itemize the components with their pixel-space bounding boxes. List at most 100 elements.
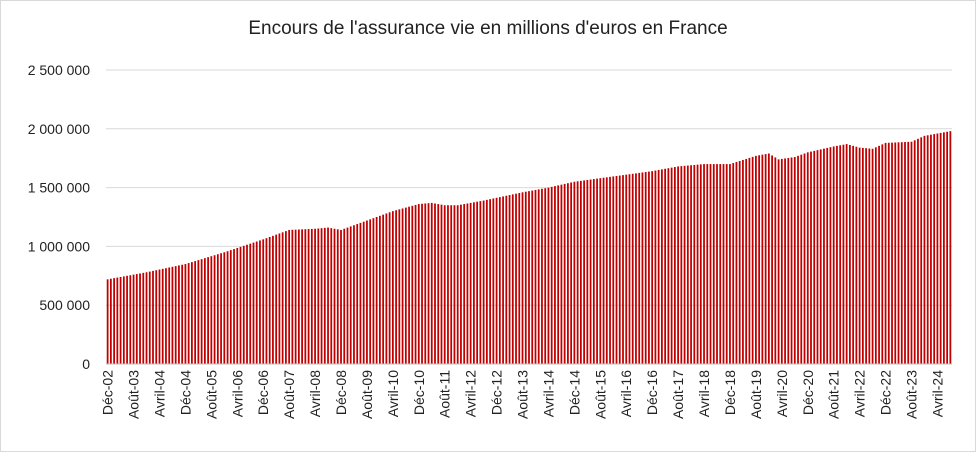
bar [288,229,291,364]
bar [314,228,316,364]
bar [294,229,297,364]
bar [223,252,226,364]
bar [712,164,715,364]
bar [366,220,368,364]
x-tick-label: Août-21 [826,370,842,419]
bar [839,145,842,364]
bar [722,164,725,364]
bar [152,270,154,364]
bar [353,225,355,364]
bar [155,270,158,364]
bar [884,142,887,364]
bar [661,169,663,364]
bar [861,147,864,364]
bar [586,179,589,364]
x-tick-label: Avril-20 [774,370,790,417]
bar [849,144,851,364]
bar [531,190,534,364]
bar [385,213,388,364]
bar [878,145,880,364]
bar [680,166,683,364]
bar [242,245,245,364]
bar [592,179,595,364]
bar [829,147,832,364]
bar [498,197,501,364]
bar [252,242,255,364]
bar [612,176,615,364]
bar [511,194,514,364]
bar [285,231,287,364]
bar [628,174,631,364]
bar [541,188,543,364]
bar [813,150,816,364]
bar [618,175,621,364]
bar [874,147,877,364]
bar [696,164,699,364]
bar [664,168,667,364]
bar [826,147,829,364]
x-tick-label: Août-03 [126,370,142,419]
bar [939,132,942,364]
bar [554,186,556,364]
bar [184,264,187,364]
bar [537,189,540,364]
bar [748,157,751,364]
bar [881,144,884,364]
bar [910,141,913,364]
bar [515,193,517,364]
bar [226,251,229,364]
bar [479,201,482,364]
bar [278,233,281,364]
bar [362,221,365,364]
bar [320,228,323,364]
bar [774,157,777,364]
x-tick-label: Déc-02 [100,370,116,415]
y-tick-label: 2 500 000 [28,62,90,78]
bar [197,260,200,364]
bar [194,261,197,364]
bar [784,158,786,364]
bar [304,229,307,364]
bar [502,196,504,364]
bar [265,238,268,364]
bar [871,148,874,364]
x-tick-label: Avril-12 [463,370,479,417]
bar [281,232,284,364]
bar [349,226,352,364]
bar [803,153,806,364]
bar [777,159,780,364]
bar [476,201,479,364]
x-tick-label: Déc-22 [878,370,894,415]
bar [599,178,602,364]
x-tick-label: Avril-18 [696,370,712,417]
bar [677,166,679,364]
bar [246,244,248,364]
x-tick-label: Avril-22 [852,370,868,417]
bar [923,135,926,364]
bar [933,134,936,364]
y-tick-label: 2 000 000 [28,121,90,137]
bar [216,254,219,364]
bar [262,239,265,364]
bar [142,272,145,364]
bar [259,240,261,364]
bar [369,219,372,364]
bar [699,164,702,364]
bar [398,209,401,364]
x-tick-label: Déc-16 [644,370,660,415]
bar [453,205,456,364]
bar [635,173,637,364]
bar [719,164,722,364]
bar [891,142,893,364]
bar [113,278,115,364]
bar [716,164,718,364]
bar [469,202,472,364]
bar [207,257,209,364]
x-tick-label: Avril-04 [151,370,167,417]
bar [174,266,177,364]
x-tick-label: Août-19 [748,370,764,419]
bar [437,204,440,364]
bar [638,172,641,364]
